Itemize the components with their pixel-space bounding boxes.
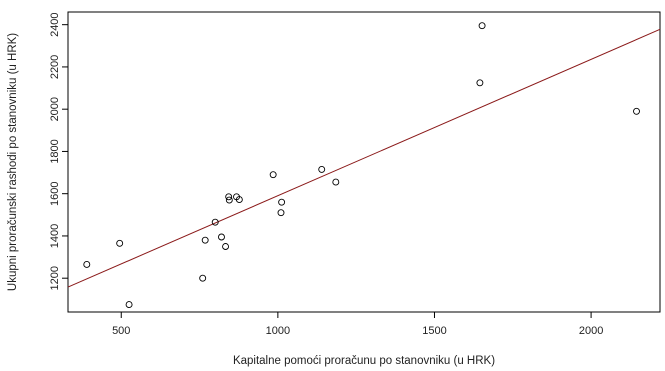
data-point-20 — [633, 107, 640, 115]
x-tick-label-1500: 1500 — [422, 325, 446, 337]
regression-line-layer — [67, 28, 661, 288]
data-point-12 — [235, 196, 243, 204]
x-tick-label-500: 500 — [112, 325, 130, 337]
y-tick-label-1600: 1600 — [49, 181, 61, 205]
data-point-5 — [201, 236, 209, 244]
plot-frame — [67, 11, 661, 313]
data-point-1 — [83, 261, 91, 268]
data-points — [83, 22, 640, 309]
y-axis: 1200 1400 1600 1800 2000 2200 2400 — [49, 12, 68, 290]
x-tick-label-1000: 1000 — [266, 325, 290, 337]
y-axis-title: Ukupni proračunski rashodi po stanovniku… — [7, 33, 19, 291]
data-point-7 — [218, 233, 225, 241]
x-axis: 500 1000 1500 2000 — [112, 312, 603, 337]
y-tick-label-2400: 2400 — [49, 12, 61, 36]
data-point-3 — [125, 301, 133, 309]
data-point-14 — [277, 209, 285, 217]
y-tick-label-1800: 1800 — [49, 139, 61, 163]
data-point-6 — [211, 218, 219, 226]
data-point-4 — [199, 274, 207, 282]
y-tick-label-1400: 1400 — [49, 224, 61, 248]
regression-line — [67, 28, 661, 288]
data-point-2 — [116, 239, 124, 247]
data-point-19 — [478, 22, 486, 30]
data-point-13 — [269, 171, 277, 179]
data-point-8 — [222, 243, 230, 250]
data-point-17 — [332, 178, 340, 186]
data-point-18 — [476, 79, 484, 87]
x-tick-label-2000: 2000 — [579, 325, 603, 337]
data-point-16 — [318, 165, 326, 173]
x-axis-title: Kapitalne pomoći proračunu po stanovniku… — [233, 355, 495, 367]
y-tick-label-1200: 1200 — [49, 266, 61, 290]
y-tick-label-2000: 2000 — [49, 97, 61, 121]
data-point-15 — [278, 198, 286, 206]
y-tick-label-2200: 2200 — [49, 55, 61, 79]
data-point-9 — [225, 193, 233, 201]
data-point-10 — [225, 196, 233, 204]
